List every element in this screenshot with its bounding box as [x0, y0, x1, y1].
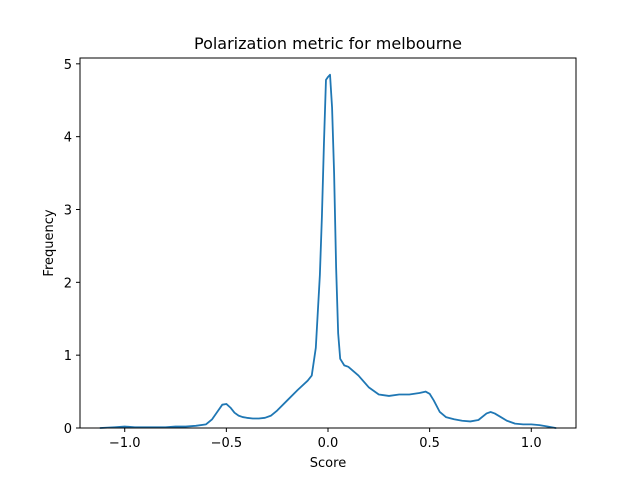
y-tick-label: 4 — [64, 131, 72, 146]
x-tick-label: −0.5 — [211, 436, 243, 451]
plot-area — [99, 73, 557, 429]
x-axis-label: Score — [310, 456, 346, 471]
x-tick-label: 1.0 — [521, 436, 542, 451]
x-tick-label: 0.0 — [318, 436, 339, 451]
y-tick-label: 5 — [64, 58, 72, 73]
chart-title: Polarization metric for melbourne — [194, 34, 462, 53]
plot-frame — [79, 57, 577, 429]
y-tick-label: 1 — [64, 349, 72, 364]
x-tick-label: 0.5 — [419, 436, 440, 451]
series-line — [99, 73, 557, 429]
y-tick-label: 3 — [64, 203, 72, 218]
x-axis: −1.0 −0.5 0.0 0.5 1.0 — [109, 428, 542, 451]
y-tick-label: 0 — [64, 422, 72, 437]
y-axis-label: Frequency — [42, 209, 57, 276]
x-tick-label: −1.0 — [109, 436, 141, 451]
y-tick-label: 2 — [64, 276, 72, 291]
y-axis: 0 1 2 3 4 5 — [64, 58, 80, 437]
